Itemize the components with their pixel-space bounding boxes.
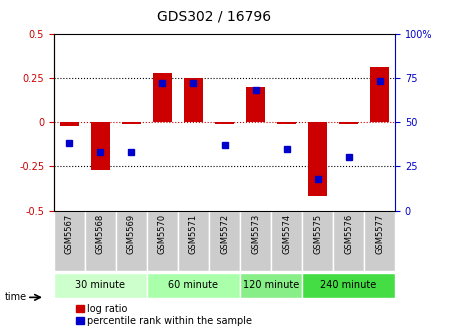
FancyBboxPatch shape: [302, 210, 333, 271]
Bar: [184, 78, 203, 122]
FancyBboxPatch shape: [240, 210, 271, 271]
FancyBboxPatch shape: [271, 210, 302, 271]
Bar: [215, 122, 234, 124]
FancyBboxPatch shape: [302, 272, 395, 298]
Text: GSM5568: GSM5568: [96, 214, 105, 254]
Legend: log ratio, percentile rank within the sample: log ratio, percentile rank within the sa…: [76, 304, 252, 326]
FancyBboxPatch shape: [209, 210, 240, 271]
FancyBboxPatch shape: [116, 210, 147, 271]
FancyBboxPatch shape: [147, 272, 240, 298]
Bar: [122, 122, 141, 124]
Bar: [60, 122, 79, 126]
FancyBboxPatch shape: [54, 210, 85, 271]
Text: GSM5570: GSM5570: [158, 214, 167, 254]
Bar: [91, 122, 110, 170]
Text: GSM5574: GSM5574: [282, 214, 291, 254]
FancyBboxPatch shape: [240, 272, 302, 298]
Text: 240 minute: 240 minute: [321, 280, 377, 290]
Text: GSM5569: GSM5569: [127, 214, 136, 254]
FancyBboxPatch shape: [333, 210, 364, 271]
Text: GSM5572: GSM5572: [220, 214, 229, 254]
Text: 60 minute: 60 minute: [168, 280, 219, 290]
Text: 120 minute: 120 minute: [243, 280, 299, 290]
Text: GDS302 / 16796: GDS302 / 16796: [157, 9, 271, 24]
Text: GSM5571: GSM5571: [189, 214, 198, 254]
FancyBboxPatch shape: [54, 272, 147, 298]
Text: GSM5573: GSM5573: [251, 214, 260, 254]
FancyBboxPatch shape: [85, 210, 116, 271]
Text: GSM5576: GSM5576: [344, 214, 353, 254]
Text: GSM5577: GSM5577: [375, 214, 384, 254]
FancyBboxPatch shape: [364, 210, 395, 271]
FancyBboxPatch shape: [147, 210, 178, 271]
Bar: [308, 122, 327, 196]
Bar: [277, 122, 296, 124]
Text: GSM5575: GSM5575: [313, 214, 322, 254]
FancyBboxPatch shape: [178, 210, 209, 271]
Bar: [246, 87, 265, 122]
Bar: [370, 67, 389, 122]
Text: time: time: [4, 292, 26, 302]
Bar: [153, 73, 172, 122]
Bar: [339, 122, 358, 124]
Text: 30 minute: 30 minute: [75, 280, 125, 290]
Text: GSM5567: GSM5567: [65, 214, 74, 254]
